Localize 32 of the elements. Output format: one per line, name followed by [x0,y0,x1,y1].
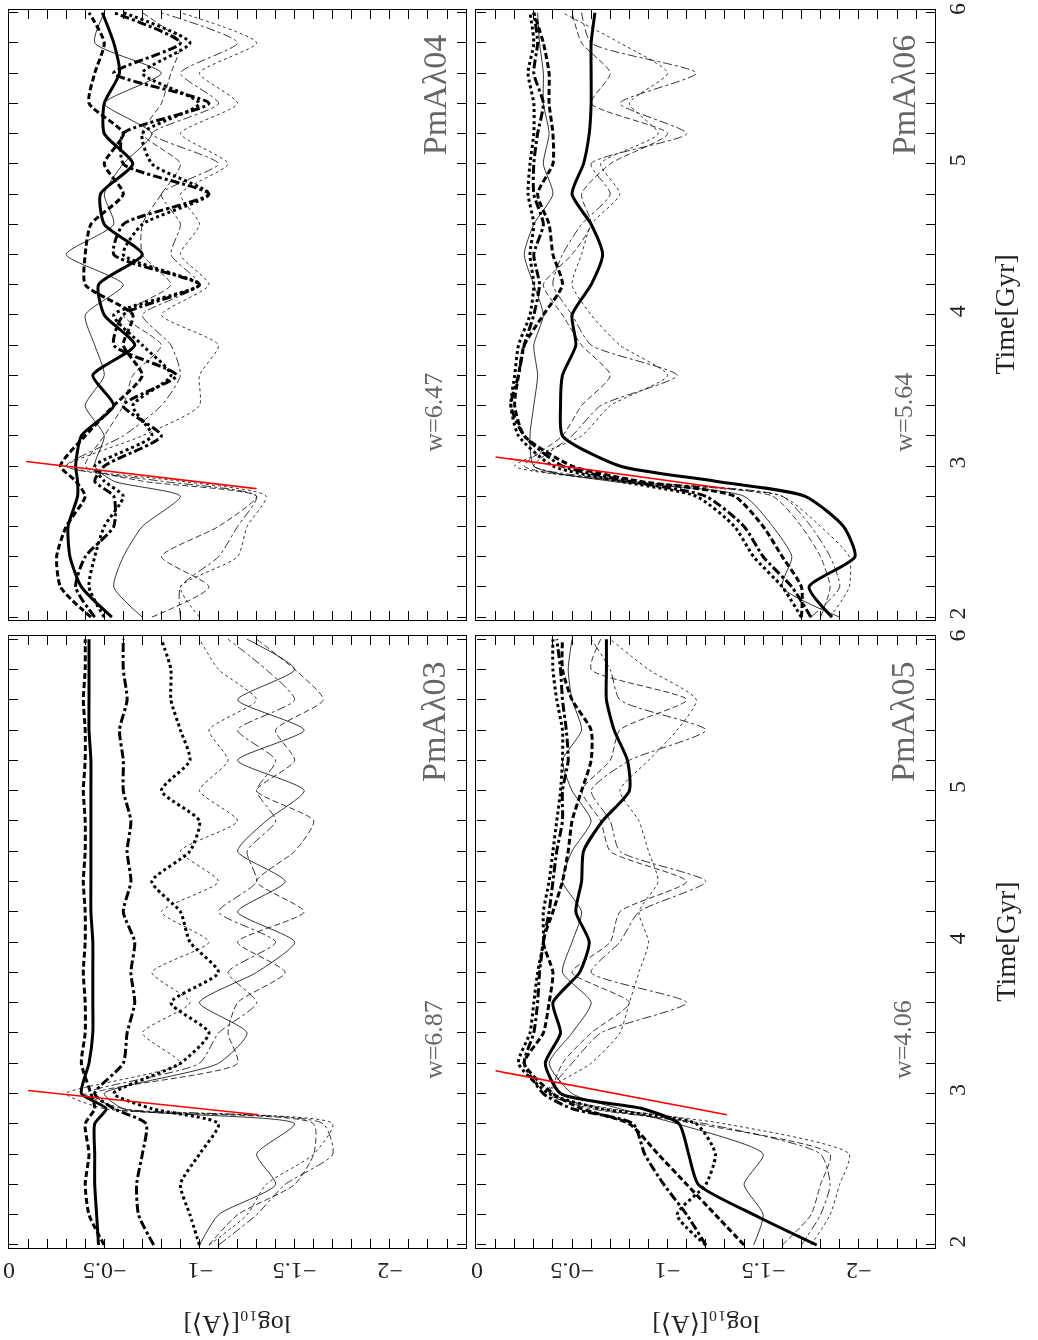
y-tick-label: 4 [944,932,971,945]
annotation: PmAλ05 [884,661,922,782]
x-tick-label: 0 [470,1258,483,1285]
y-tick-label: 3 [944,1083,971,1096]
x-tick-label: −1 [654,1258,681,1285]
y-tick-label: 5 [944,154,971,167]
annotation: w=6.47 [419,372,449,452]
x-tick-label: −2 [846,1258,872,1285]
y-tick-label: 5 [944,781,971,794]
annotation: PmAλ04 [415,34,453,156]
x-axis-title: log₁₀[⟨A⟩] [183,1310,292,1340]
x-tick-label: 0 [3,1258,16,1285]
y-tick-label: 6 [944,3,971,16]
annotation: w=4.06 [888,1000,918,1080]
y-axis-title: Time[Gyr] [988,254,1020,375]
y-tick-label: 6 [944,629,971,642]
annotation: PmAλ06 [884,34,922,156]
annotation: w=6.87 [419,1000,449,1080]
annotation: PmAλ03 [415,661,453,782]
x-axis-title: log₁₀[⟨A⟩] [652,1310,760,1340]
annotation: w=5.64 [888,372,918,452]
x-tick-label: −1.5 [272,1258,317,1285]
y-tick-label: 3 [944,456,971,469]
y-axis-title: Time[Gyr] [989,881,1021,1002]
y-tick-label: 2 [944,607,971,620]
x-tick-label: −2 [377,1258,403,1285]
x-tick-label: −0.5 [82,1258,127,1285]
x-tick-label: −1 [187,1258,213,1285]
x-tick-label: −1.5 [741,1258,786,1285]
y-tick-label: 4 [944,305,971,318]
y-tick-label: 2 [944,1235,971,1248]
x-tick-label: −0.5 [550,1258,595,1285]
